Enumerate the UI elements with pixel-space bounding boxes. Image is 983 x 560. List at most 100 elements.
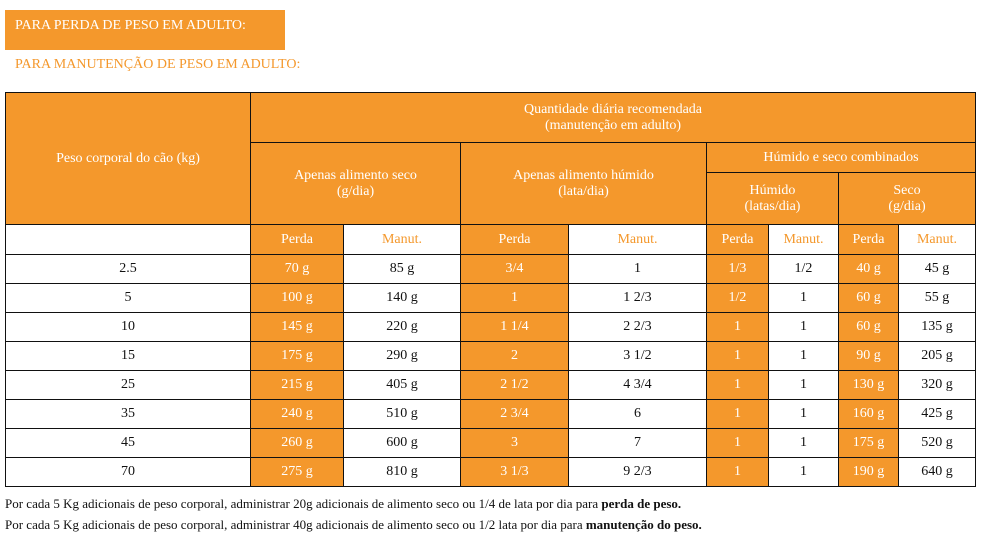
table-cell: 190 g — [838, 457, 899, 487]
table-cell: 290 g — [343, 341, 461, 371]
perda-header: Perda — [250, 224, 344, 255]
table-cell: 40 g — [838, 254, 899, 284]
table-cell: 275 g — [250, 457, 344, 487]
table-cell: 510 g — [343, 399, 461, 429]
table-cell: 1 — [768, 399, 839, 429]
table-cell: 1 — [768, 370, 839, 400]
table-cell: 160 g — [838, 399, 899, 429]
table-cell: 1 1/4 — [460, 312, 569, 342]
table-cell: 215 g — [250, 370, 344, 400]
perda-header: Perda — [460, 224, 569, 255]
table-cell: 1 — [568, 254, 707, 284]
table-cell: 45 g — [898, 254, 976, 284]
combined-header: Húmido e seco combinados — [706, 142, 976, 173]
table-cell: 320 g — [898, 370, 976, 400]
table-cell: 425 g — [898, 399, 976, 429]
table-cell: 5 — [5, 283, 251, 313]
manut-header: Manut. — [343, 224, 461, 255]
table-cell: 175 g — [838, 428, 899, 458]
table-cell: 60 g — [838, 312, 899, 342]
table-cell: 100 g — [250, 283, 344, 313]
tab-weight-loss[interactable]: PARA PERDA DE PESO EM ADULTO: — [5, 10, 285, 50]
manut-header: Manut. — [898, 224, 976, 255]
table-cell: 3/4 — [460, 254, 569, 284]
table-cell: 1 — [768, 341, 839, 371]
table-cell: 2.5 — [5, 254, 251, 284]
table-cell: 9 2/3 — [568, 457, 707, 487]
table-cell: 15 — [5, 341, 251, 371]
table-cell: 3 1/2 — [568, 341, 707, 371]
table-cell: 1/3 — [706, 254, 769, 284]
table-cell: 145 g — [250, 312, 344, 342]
table-cell: 810 g — [343, 457, 461, 487]
table-cell: 405 g — [343, 370, 461, 400]
quantity-header: Quantidade diária recomendada (manutenção… — [250, 92, 976, 143]
table-cell: 1 — [706, 370, 769, 400]
table-cell: 1 — [706, 312, 769, 342]
table-cell: 45 — [5, 428, 251, 458]
feeding-table: Peso corporal do cão (kg) Quantidade diá… — [5, 92, 976, 487]
table-cell: 10 — [5, 312, 251, 342]
table-cell: 70 — [5, 457, 251, 487]
table-cell: 220 g — [343, 312, 461, 342]
table-cell: 35 — [5, 399, 251, 429]
table-cell: 1 — [768, 457, 839, 487]
table-row: 45 260 g 600 g 3 7 1 1 175 g 520 g — [5, 428, 976, 458]
table-cell: 90 g — [838, 341, 899, 371]
table-cell: 4 3/4 — [568, 370, 707, 400]
table-cell: 25 — [5, 370, 251, 400]
table-cell: 60 g — [838, 283, 899, 313]
manut-header: Manut. — [568, 224, 707, 255]
table-cell: 135 g — [898, 312, 976, 342]
table-cell: 2 3/4 — [460, 399, 569, 429]
combined-wet-header: Húmido (latas/dia) — [706, 172, 839, 225]
table-cell: 2 1/2 — [460, 370, 569, 400]
table-cell: 2 2/3 — [568, 312, 707, 342]
table-cell: 1 — [768, 312, 839, 342]
table-cell: 85 g — [343, 254, 461, 284]
table-row: 2.5 70 g 85 g 3/4 1 1/3 1/2 40 g 45 g — [5, 254, 976, 284]
table-cell: 1 — [460, 283, 569, 313]
tab-weight-maintenance[interactable]: PARA MANUTENÇÃO DE PESO EM ADULTO: — [15, 57, 301, 72]
table-cell: 260 g — [250, 428, 344, 458]
table-cell: 175 g — [250, 341, 344, 371]
perda-header: Perda — [706, 224, 769, 255]
table-cell: 3 1/3 — [460, 457, 569, 487]
table-cell: 1 — [768, 283, 839, 313]
table-cell: 2 — [460, 341, 569, 371]
table-cell: 1 — [768, 428, 839, 458]
footnote-loss: Por cada 5 Kg adicionais de peso corpora… — [5, 496, 682, 511]
table-cell: 640 g — [898, 457, 976, 487]
combined-dry-header: Seco (g/dia) — [838, 172, 976, 225]
table-cell: 1 2/3 — [568, 283, 707, 313]
table-cell: 6 — [568, 399, 707, 429]
table-cell: 1 — [706, 341, 769, 371]
table-cell: 7 — [568, 428, 707, 458]
table-cell: 140 g — [343, 283, 461, 313]
footnote-maintenance: Por cada 5 Kg adicionais de peso corpora… — [5, 517, 702, 532]
table-cell: 600 g — [343, 428, 461, 458]
table-cell: 1/2 — [768, 254, 839, 284]
table-cell: 520 g — [898, 428, 976, 458]
manut-header: Manut. — [768, 224, 839, 255]
wet-only-header: Apenas alimento húmido (lata/dia) — [460, 142, 707, 225]
table-cell: 1/2 — [706, 283, 769, 313]
table-cell: 205 g — [898, 341, 976, 371]
perda-header: Perda — [838, 224, 899, 255]
table-cell: 70 g — [250, 254, 344, 284]
table-cell: 130 g — [838, 370, 899, 400]
table-cell: 1 — [706, 457, 769, 487]
dry-only-header: Apenas alimento seco (g/dia) — [250, 142, 461, 225]
table-cell: 1 — [706, 428, 769, 458]
weight-header: Peso corporal do cão (kg) — [5, 92, 251, 225]
table-cell: 3 — [460, 428, 569, 458]
table-cell: 55 g — [898, 283, 976, 313]
table-cell: 240 g — [250, 399, 344, 429]
table-cell: 1 — [706, 399, 769, 429]
